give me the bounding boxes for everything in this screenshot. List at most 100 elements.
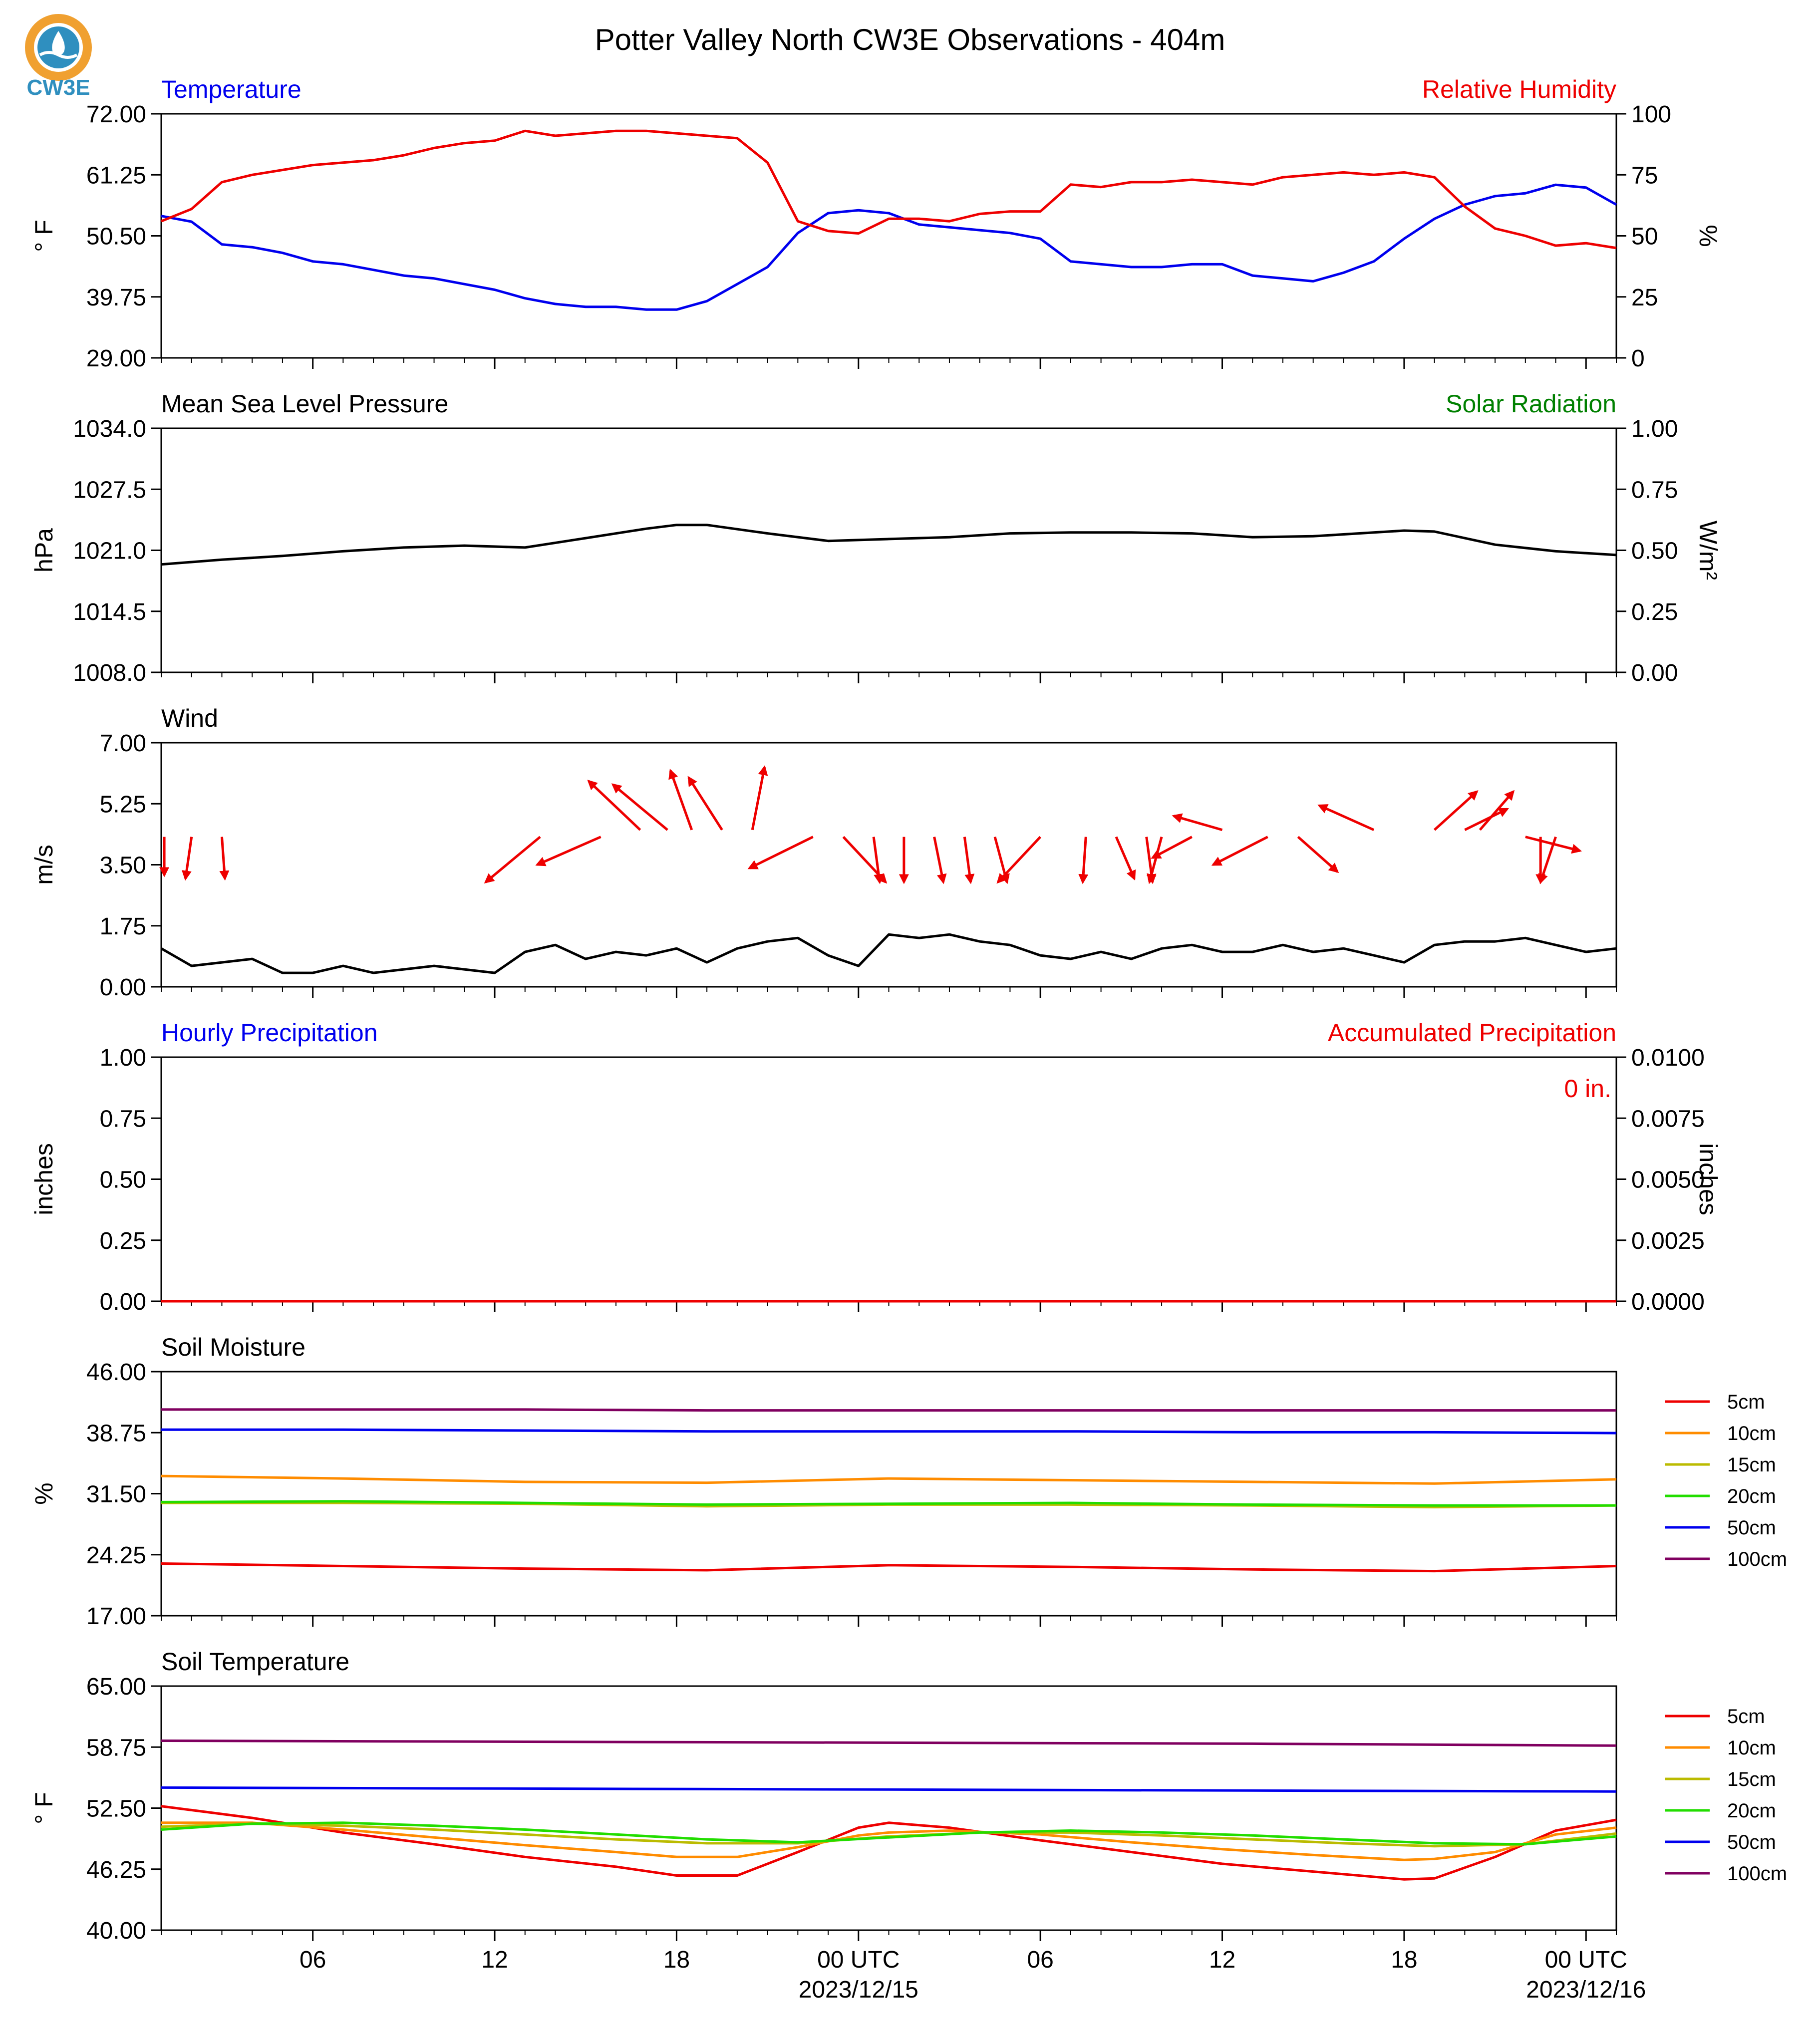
legend: 5cm 10cm 15cm 20cm 50cm 100cm: [1665, 1706, 1787, 1885]
series-line-mean-sea-level-pressure: [161, 524, 1617, 566]
series-line-10cm: [161, 1821, 1617, 1861]
panel-temp_rh: Temperature Relative Humidity 72.00 61.25 50…: [30, 75, 1722, 372]
x-tick-label: 00 UTC: [817, 1947, 900, 1973]
wind-direction-arrow: [1115, 836, 1136, 881]
x-tick-label: 18: [663, 1947, 690, 1973]
panel-title-left: Wind: [161, 704, 218, 732]
y-tick-label: 3.50: [100, 853, 146, 879]
y-tick-label: 5.25: [100, 791, 146, 818]
y-tick-label: 58.75: [86, 1735, 146, 1761]
y-tick-label: 40.00: [86, 1918, 146, 1944]
y-tick-label: 1021.0: [73, 538, 146, 565]
y-tick-label: 0.00: [100, 1289, 146, 1315]
y-tick-label: 0.75: [100, 1106, 146, 1132]
wind-direction-arrow: [535, 836, 602, 867]
y-axis-label: inches: [30, 1143, 58, 1215]
series-line-100cm: [161, 1408, 1616, 1412]
series-line-50cm: [161, 1786, 1617, 1793]
y-tick-label-right: 0.0000: [1631, 1289, 1705, 1315]
wind-direction-arrow: [484, 836, 541, 883]
y-tick-label: 0.25: [100, 1228, 146, 1254]
y-tick-label: 7.00: [100, 730, 146, 757]
logo-drop-icon: [52, 31, 65, 56]
wind-direction-arrow: [1317, 804, 1375, 831]
figure-title: Potter Valley North CW3E Observations - …: [595, 23, 1225, 56]
y-tick-label: 29.00: [86, 345, 146, 372]
y-tick-label-right: 0.0075: [1631, 1106, 1705, 1132]
y-tick-label: 46.25: [86, 1857, 146, 1883]
wind-direction-arrow: [1433, 790, 1479, 831]
logo-text: CW3E: [26, 75, 90, 100]
logo-ring: [25, 14, 92, 81]
y-tick-label-right: 0.0100: [1631, 1045, 1705, 1071]
panel-wind: Wind 7.00 5.25 3.50 1.75 0.00 m/s: [30, 704, 1617, 1001]
wind-direction-arrow: [1538, 836, 1557, 884]
panel-soil_temperature: Soil Temperature 65.00 58.75 52.50 46.25 40.0…: [30, 1648, 1787, 2003]
wind-direction-arrow: [587, 780, 641, 831]
series-line-relative-humidity: [161, 129, 1617, 250]
x-tick-label: 06: [1027, 1947, 1053, 1973]
plot-frame: [160, 1056, 1617, 1302]
wind-direction-arrow: [1151, 836, 1193, 859]
wind-direction-arrow: [747, 836, 814, 869]
panel-soil_moisture: Soil Moisture 46.00 38.75 31.50 24.25 17.00% 5…: [30, 1333, 1787, 1630]
x-tick-label: 12: [481, 1947, 508, 1973]
legend-label: 15cm: [1727, 1768, 1776, 1790]
plot-frame: [160, 427, 1617, 673]
y-tick-label: 39.75: [86, 285, 146, 311]
legend-label: 100cm: [1727, 1863, 1787, 1885]
y-tick-label: 1034.0: [73, 416, 146, 442]
panel-title-right: Solar Radiation: [1446, 390, 1616, 418]
plot-frame: [160, 1371, 1617, 1617]
wind-direction-arrow: [1211, 836, 1268, 866]
y-axis-label-right: %: [1694, 225, 1722, 247]
series-line-temperature: [161, 183, 1617, 311]
y-tick-label: 17.00: [86, 1603, 146, 1630]
legend-label: 20cm: [1727, 1800, 1776, 1822]
panel-title-left: Temperature: [161, 75, 302, 103]
y-tick-label-right: 0.75: [1631, 477, 1678, 503]
x-tick-label: 12: [1209, 1947, 1235, 1973]
y-tick-label: 65.00: [86, 1674, 146, 1700]
wind-direction-arrow: [1479, 790, 1515, 831]
x-tick-date-label: 2023/12/16: [1526, 1977, 1646, 2003]
legend-label: 50cm: [1727, 1831, 1776, 1853]
plot-frame: [160, 1685, 1617, 1931]
legend-label: 20cm: [1727, 1485, 1776, 1507]
series-line-wind-speed: [160, 933, 1617, 974]
series-line-50cm: [161, 1428, 1617, 1435]
wind-direction-arrow: [181, 837, 193, 881]
wind-direction-arrow: [1464, 808, 1509, 831]
y-axis-label: ° F: [30, 1792, 58, 1824]
panels: Temperature Relative Humidity 72.00 61.25 50…: [30, 75, 1787, 2003]
y-tick-label: 52.50: [86, 1796, 146, 1822]
y-tick-label: 46.00: [86, 1359, 146, 1386]
y-tick-label: 24.25: [86, 1542, 146, 1569]
series-line-10cm: [161, 1474, 1617, 1485]
x-tick-label: 00 UTC: [1545, 1947, 1627, 1973]
y-tick-label-right: 1.00: [1631, 416, 1678, 442]
legend-label: 10cm: [1727, 1737, 1776, 1759]
plot-frame: [160, 742, 1617, 988]
wind-direction-arrow: [872, 837, 884, 884]
x-tick-date-label: 2023/12/15: [799, 1977, 918, 2003]
panel-title-left: Soil Moisture: [161, 1333, 305, 1361]
y-tick-label: 50.50: [86, 224, 146, 250]
panel-pressure: Mean Sea Level Pressure Solar Radiation 10…: [30, 390, 1722, 686]
legend-label: 50cm: [1727, 1517, 1776, 1539]
y-tick-label-right: 0.0025: [1631, 1228, 1705, 1254]
y-axis-label-right: W/m²: [1694, 521, 1722, 580]
legend-label: 5cm: [1727, 1391, 1765, 1413]
y-tick-label: 72.00: [86, 101, 146, 128]
y-tick-label: 31.50: [86, 1481, 146, 1508]
panel-title-left: Mean Sea Level Pressure: [161, 390, 448, 418]
panel-title-right: Accumulated Precipitation: [1328, 1019, 1616, 1047]
y-axis-label: %: [30, 1482, 58, 1504]
plot-frame: [160, 113, 1617, 359]
wind-direction-arrow: [963, 837, 975, 884]
wind-direction-arrow: [1078, 837, 1089, 884]
series-line-20cm: [161, 1821, 1617, 1846]
y-tick-label-right: 0.25: [1631, 599, 1678, 625]
x-tick-label: 06: [300, 1947, 326, 1973]
